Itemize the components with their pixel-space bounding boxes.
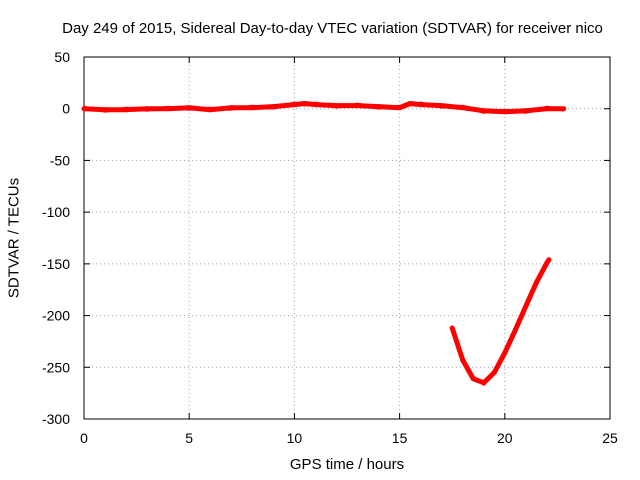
data-point: [249, 105, 255, 111]
data-point: [207, 107, 213, 113]
y-tick-label: -200: [42, 308, 70, 324]
y-tick-label: -250: [42, 359, 70, 375]
y-tick-label: -150: [42, 256, 70, 272]
x-tick-label: 0: [80, 430, 88, 446]
data-point: [302, 101, 308, 107]
x-tick-label: 20: [497, 430, 513, 446]
y-tick-label: 0: [62, 101, 70, 117]
y-tick-label: 50: [54, 49, 70, 65]
data-point: [291, 102, 297, 108]
data-point: [397, 105, 403, 111]
data-point: [481, 108, 487, 114]
x-tick-label: 5: [185, 430, 193, 446]
grid-lines: [84, 57, 610, 419]
data-point: [523, 108, 529, 114]
data-point: [561, 106, 567, 112]
plot-frame: [83, 56, 611, 420]
data-point: [418, 102, 424, 108]
data-point: [376, 104, 382, 110]
data-point: [186, 105, 192, 111]
data-point: [481, 380, 487, 386]
data-point: [460, 105, 466, 111]
data-point: [407, 101, 413, 107]
data-point: [312, 102, 318, 108]
data-point: [470, 376, 476, 382]
data-point: [502, 109, 508, 115]
data-point: [544, 106, 550, 112]
chart-title: Day 249 of 2015, Sidereal Day-to-day VTE…: [62, 20, 603, 37]
data-point: [533, 279, 539, 285]
data-point: [512, 327, 518, 333]
data-point: [270, 104, 276, 110]
data-point: [123, 107, 129, 113]
x-tick-label: 10: [287, 430, 303, 446]
data-point: [502, 350, 508, 356]
data-point: [333, 103, 339, 109]
data-point: [460, 357, 466, 363]
y-tick-label: -100: [42, 204, 70, 220]
y-tick-label: -50: [50, 152, 70, 168]
data-point: [355, 103, 361, 109]
plot-border: [83, 56, 611, 420]
series-band-main: [83, 101, 564, 114]
axis-ticks: 0 5 10 15 20 25 50 0 -50 -100 -150 -200 -250 -300: [42, 49, 618, 446]
data-point: [144, 106, 150, 112]
data-point: [102, 107, 108, 113]
y-tick-label: -300: [42, 411, 70, 427]
y-axis-label: SDTVAR / TECUs: [5, 177, 23, 299]
data-point: [165, 106, 171, 112]
x-axis-label: GPS time / hours: [289, 456, 405, 473]
data-point: [439, 103, 445, 109]
data-point: [81, 106, 87, 112]
data-point: [491, 369, 497, 375]
data-series: [81, 101, 567, 386]
data-point: [449, 325, 455, 331]
data-point: [523, 303, 529, 309]
x-tick-label: 25: [602, 430, 618, 446]
data-point: [228, 105, 234, 111]
data-point: [546, 257, 552, 263]
series-line-arc: [449, 258, 552, 386]
x-tick-label: 15: [392, 430, 408, 446]
